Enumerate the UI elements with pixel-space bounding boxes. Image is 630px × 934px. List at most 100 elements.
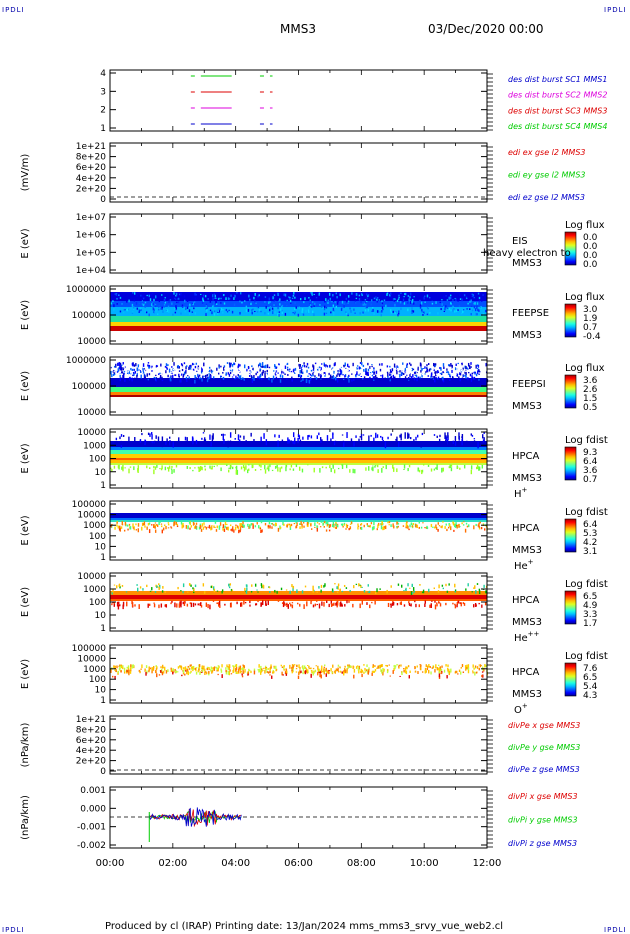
hpca-o-pixel [313, 670, 315, 674]
hpca-h-pixel [238, 439, 241, 442]
hpca-o-pixel [447, 671, 450, 674]
feepse-pixel [472, 302, 475, 305]
colorbar-tick: 1.7 [583, 619, 597, 629]
feepse-pixel [291, 297, 294, 299]
feepse-pixel [186, 299, 189, 302]
hpca-hepp-pixel [200, 602, 202, 605]
feepsi-pixel [440, 367, 442, 371]
hpca-h-pixel [438, 438, 441, 443]
feepse-pixel [380, 313, 382, 317]
hpca-o-pixel [242, 667, 244, 670]
feepse-pixel [459, 298, 462, 300]
feepsi-pixel [286, 378, 288, 380]
feepsi-pixel [171, 372, 173, 375]
feepse-pixel [345, 297, 348, 300]
feepsi-pixel [240, 378, 243, 380]
feepsi-pixel [118, 362, 120, 366]
feepsi-gap [273, 368, 275, 371]
feepsi-gap [336, 371, 338, 374]
feepsi-pixel [205, 374, 207, 379]
hpca-hepp-pixel [277, 600, 280, 602]
hpca-o-pixel [248, 668, 250, 672]
feepsi-gap [142, 366, 145, 369]
feepsi-pixel [307, 379, 310, 383]
feepse-pixel [161, 294, 163, 296]
feepsi-pixel [248, 373, 251, 377]
hpca-o-pixel [302, 667, 305, 672]
hpca-o-pixel [281, 671, 283, 676]
hpca-h-pixel [360, 433, 363, 441]
feepse-pixel [426, 306, 429, 308]
hpca-he-pixel [329, 524, 332, 527]
feepsi-pixel [390, 370, 393, 375]
feepsi-pixel [390, 375, 392, 380]
feepse-pixel [362, 311, 365, 314]
hpca-h-pixel [293, 441, 295, 445]
feepsi-gap [421, 373, 424, 376]
hpca-o-pixel [127, 665, 130, 670]
feepse-pixel [469, 308, 471, 311]
hpca-he-pixel [412, 522, 415, 525]
feepse-pixel [407, 294, 410, 298]
feepsi-gap [321, 369, 323, 372]
legend-entry: des dist burst SC1 MMS1 [508, 75, 607, 84]
hpca-he-pixel [325, 529, 328, 532]
feepse-pixel [408, 298, 410, 301]
hpca-o-pixel [326, 670, 328, 673]
hpca-hepp-pixel [460, 602, 462, 607]
feepsi-pixel [170, 379, 172, 382]
hpca-o-pixel [318, 671, 321, 674]
hpca-h-pixel [478, 466, 481, 471]
hpca-hepp-pixel [282, 602, 285, 608]
feepse-pixel [148, 313, 150, 317]
feepse-pixel [394, 298, 396, 301]
feepsi-gap [326, 371, 329, 373]
hpca-h-pixel [408, 433, 410, 439]
hpca-o-pixel [232, 669, 234, 674]
hpca-o-pixel [430, 671, 432, 675]
hpca-h-pixel [290, 464, 293, 468]
hpca-o-pixel [372, 670, 374, 673]
feepse-pixel [217, 298, 220, 301]
feepse-pixel [157, 308, 160, 311]
feepsi-band [110, 378, 487, 388]
feepse-pixel [354, 301, 357, 304]
hpca-h-pixel [161, 465, 163, 470]
feepse-pixel [284, 312, 287, 316]
feepse-pixel [324, 300, 326, 303]
legend-entry: divPe x gse MMS3 [508, 721, 580, 730]
feepsi-pixel [183, 371, 186, 376]
feepse-pixel [191, 311, 194, 313]
hpca-o-pixel [120, 665, 123, 669]
feepsi-pixel [479, 370, 481, 374]
x-tick-label: 02:00 [158, 858, 187, 869]
hpca-he-pixel [463, 521, 465, 523]
feepsi-pixel [429, 368, 431, 371]
feepse-pixel [380, 302, 383, 305]
feepse-pixel [443, 307, 446, 310]
hpca-o-pixel [182, 670, 185, 673]
hpca-he-pixel [110, 524, 112, 528]
hpca-o-pixel [132, 664, 134, 668]
hpca-he-pixel [384, 525, 387, 530]
feepse-pixel [377, 296, 379, 299]
y-tick-label: 3 [100, 87, 106, 97]
hpca-o-pixel [456, 670, 458, 673]
hpca-h-pixel [398, 441, 400, 447]
date-title: 03/Dec/2020 00:00 [428, 22, 544, 36]
feepsi-gap [178, 371, 181, 374]
feepse-pixel [339, 295, 341, 298]
hpca-o-pixel [377, 665, 379, 669]
feepsi-pixel [165, 378, 168, 383]
feepsi-pixel [205, 377, 207, 382]
hpca-h-pixel [407, 468, 409, 472]
hpca-o-pixel [189, 671, 191, 674]
feepsi-pixel [284, 373, 286, 375]
hpca-hepp-pixel [465, 588, 467, 591]
hpca-he-pixel [137, 523, 140, 527]
feepse-pixel [161, 306, 164, 308]
hpca-hepp-pixel [210, 585, 213, 588]
hpca-o-pixel [393, 664, 395, 668]
feepsi-pixel [155, 374, 157, 377]
feepse-pixel [386, 292, 389, 295]
